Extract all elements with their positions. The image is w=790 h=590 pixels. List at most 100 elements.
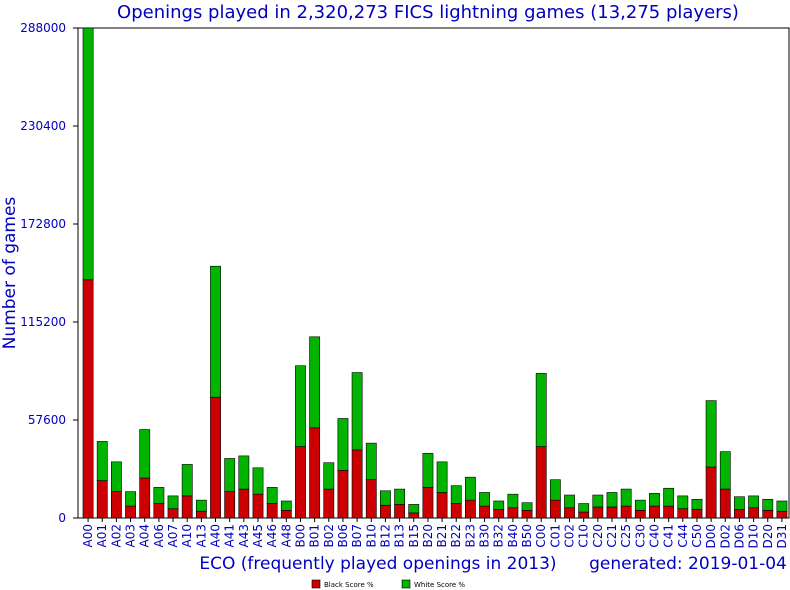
bar-white-A45 [252, 467, 264, 495]
bar-black-A40 [210, 396, 221, 519]
bar-white-A46 [266, 487, 278, 504]
bar-white-D31 [776, 500, 788, 512]
x-tick-label: D00 [704, 524, 718, 549]
bar-white-A04 [139, 429, 151, 479]
bar-white-C10 [578, 503, 590, 513]
legend-swatch [401, 579, 411, 589]
bar-white-C02 [564, 494, 575, 509]
x-axis-title: ECO (frequently played openings in 2013) [199, 554, 556, 574]
bar-white-A06 [153, 487, 165, 504]
bar-black-A06 [153, 503, 165, 519]
bar-white-A13 [195, 499, 207, 512]
bar-white-A43 [238, 455, 250, 490]
x-tick-label: A01 [95, 524, 109, 547]
legend-label: Black Score % [324, 581, 374, 589]
x-tick-label: B23 [463, 524, 477, 548]
x-tick-label: A04 [138, 524, 152, 547]
bar-black-B40 [507, 507, 519, 519]
y-tick-label: 230400 [20, 119, 66, 133]
bar-black-B00 [295, 446, 306, 519]
bar-black-B30 [479, 505, 490, 519]
x-tick-label: D10 [747, 524, 761, 549]
bar-black-A48 [280, 510, 292, 519]
x-tick-label: C50 [690, 524, 704, 548]
bar-white-B30 [479, 492, 490, 507]
bar-white-B00 [295, 365, 306, 447]
bar-white-A02 [111, 461, 122, 492]
bar-white-C20 [592, 494, 604, 508]
bar-black-B32 [493, 509, 505, 519]
x-tick-label: D06 [732, 524, 746, 549]
x-tick-label: A00 [81, 524, 95, 547]
legend-swatch [311, 579, 321, 589]
bar-white-A41 [224, 458, 236, 492]
bar-black-A13 [195, 510, 207, 519]
x-tick-label: B07 [350, 524, 364, 548]
x-tick-label: A06 [152, 524, 166, 547]
bar-black-A01 [96, 480, 108, 519]
x-tick-label: C00 [534, 524, 548, 548]
bar-black-B15 [408, 512, 420, 519]
bar-white-A07 [167, 495, 179, 509]
bar-white-A40 [210, 265, 221, 398]
bar-white-B21 [436, 461, 448, 493]
x-tick-label: A41 [223, 524, 237, 547]
bar-white-A00 [82, 27, 94, 281]
x-tick-label: B00 [293, 524, 307, 548]
bar-black-A10 [181, 495, 193, 519]
generated-note: generated: 2019-01-04 [589, 554, 787, 574]
x-tick-label: A07 [166, 524, 180, 547]
bar-black-C20 [592, 506, 604, 519]
x-tick-label: B21 [435, 524, 449, 548]
bar-white-D06 [734, 496, 745, 510]
x-tick-label: B40 [506, 524, 520, 548]
x-tick-label: C41 [662, 524, 676, 548]
chart-title: Openings played in 2,320,273 FICS lightn… [117, 2, 739, 23]
x-tick-label: C40 [647, 524, 661, 548]
bar-white-C25 [620, 488, 632, 507]
legend-label: White Score % [414, 581, 465, 589]
bar-white-B06 [337, 418, 349, 471]
x-tick-label: C21 [605, 524, 619, 548]
y-tick-label: 0 [58, 511, 66, 525]
x-tick-label: B06 [336, 524, 350, 548]
bar-white-A10 [181, 464, 193, 497]
plot-frame [77, 27, 790, 519]
bar-black-A04 [139, 477, 151, 519]
bar-black-C01 [549, 499, 561, 519]
bar-white-A03 [125, 491, 136, 507]
bar-white-B22 [450, 485, 462, 504]
x-tick-label: B10 [364, 524, 378, 548]
bar-black-D10 [748, 507, 759, 519]
x-tick-label: D31 [775, 524, 789, 549]
bar-black-C10 [578, 511, 590, 519]
x-tick-label: A45 [251, 524, 265, 547]
bar-white-B20 [422, 453, 434, 488]
bar-white-C01 [549, 479, 561, 501]
bar-white-B12 [380, 490, 391, 506]
bar-black-B22 [450, 503, 462, 519]
bar-white-C40 [649, 493, 660, 507]
bar-black-B07 [351, 449, 363, 519]
legend: Black Score % White Score % [311, 579, 465, 589]
x-tick-label: B20 [421, 524, 435, 548]
bar-black-C21 [606, 506, 618, 519]
bar-black-B21 [436, 492, 448, 519]
bar-black-C40 [649, 505, 660, 519]
x-tick-label: A02 [109, 524, 123, 547]
x-tick-label: C30 [633, 524, 647, 548]
x-tick-label: A46 [265, 524, 279, 547]
bar-black-D20 [762, 510, 774, 519]
bar-white-B32 [493, 500, 505, 510]
x-tick-label: D20 [761, 524, 775, 549]
bar-black-D31 [776, 510, 788, 519]
bar-white-D02 [719, 451, 731, 490]
x-tick-label: B50 [520, 524, 534, 548]
x-tick-label: B15 [407, 524, 421, 548]
y-tick-label: 57600 [28, 413, 66, 427]
bar-black-D00 [705, 466, 717, 519]
bar-black-B23 [465, 499, 476, 519]
bar-black-C44 [677, 508, 689, 519]
